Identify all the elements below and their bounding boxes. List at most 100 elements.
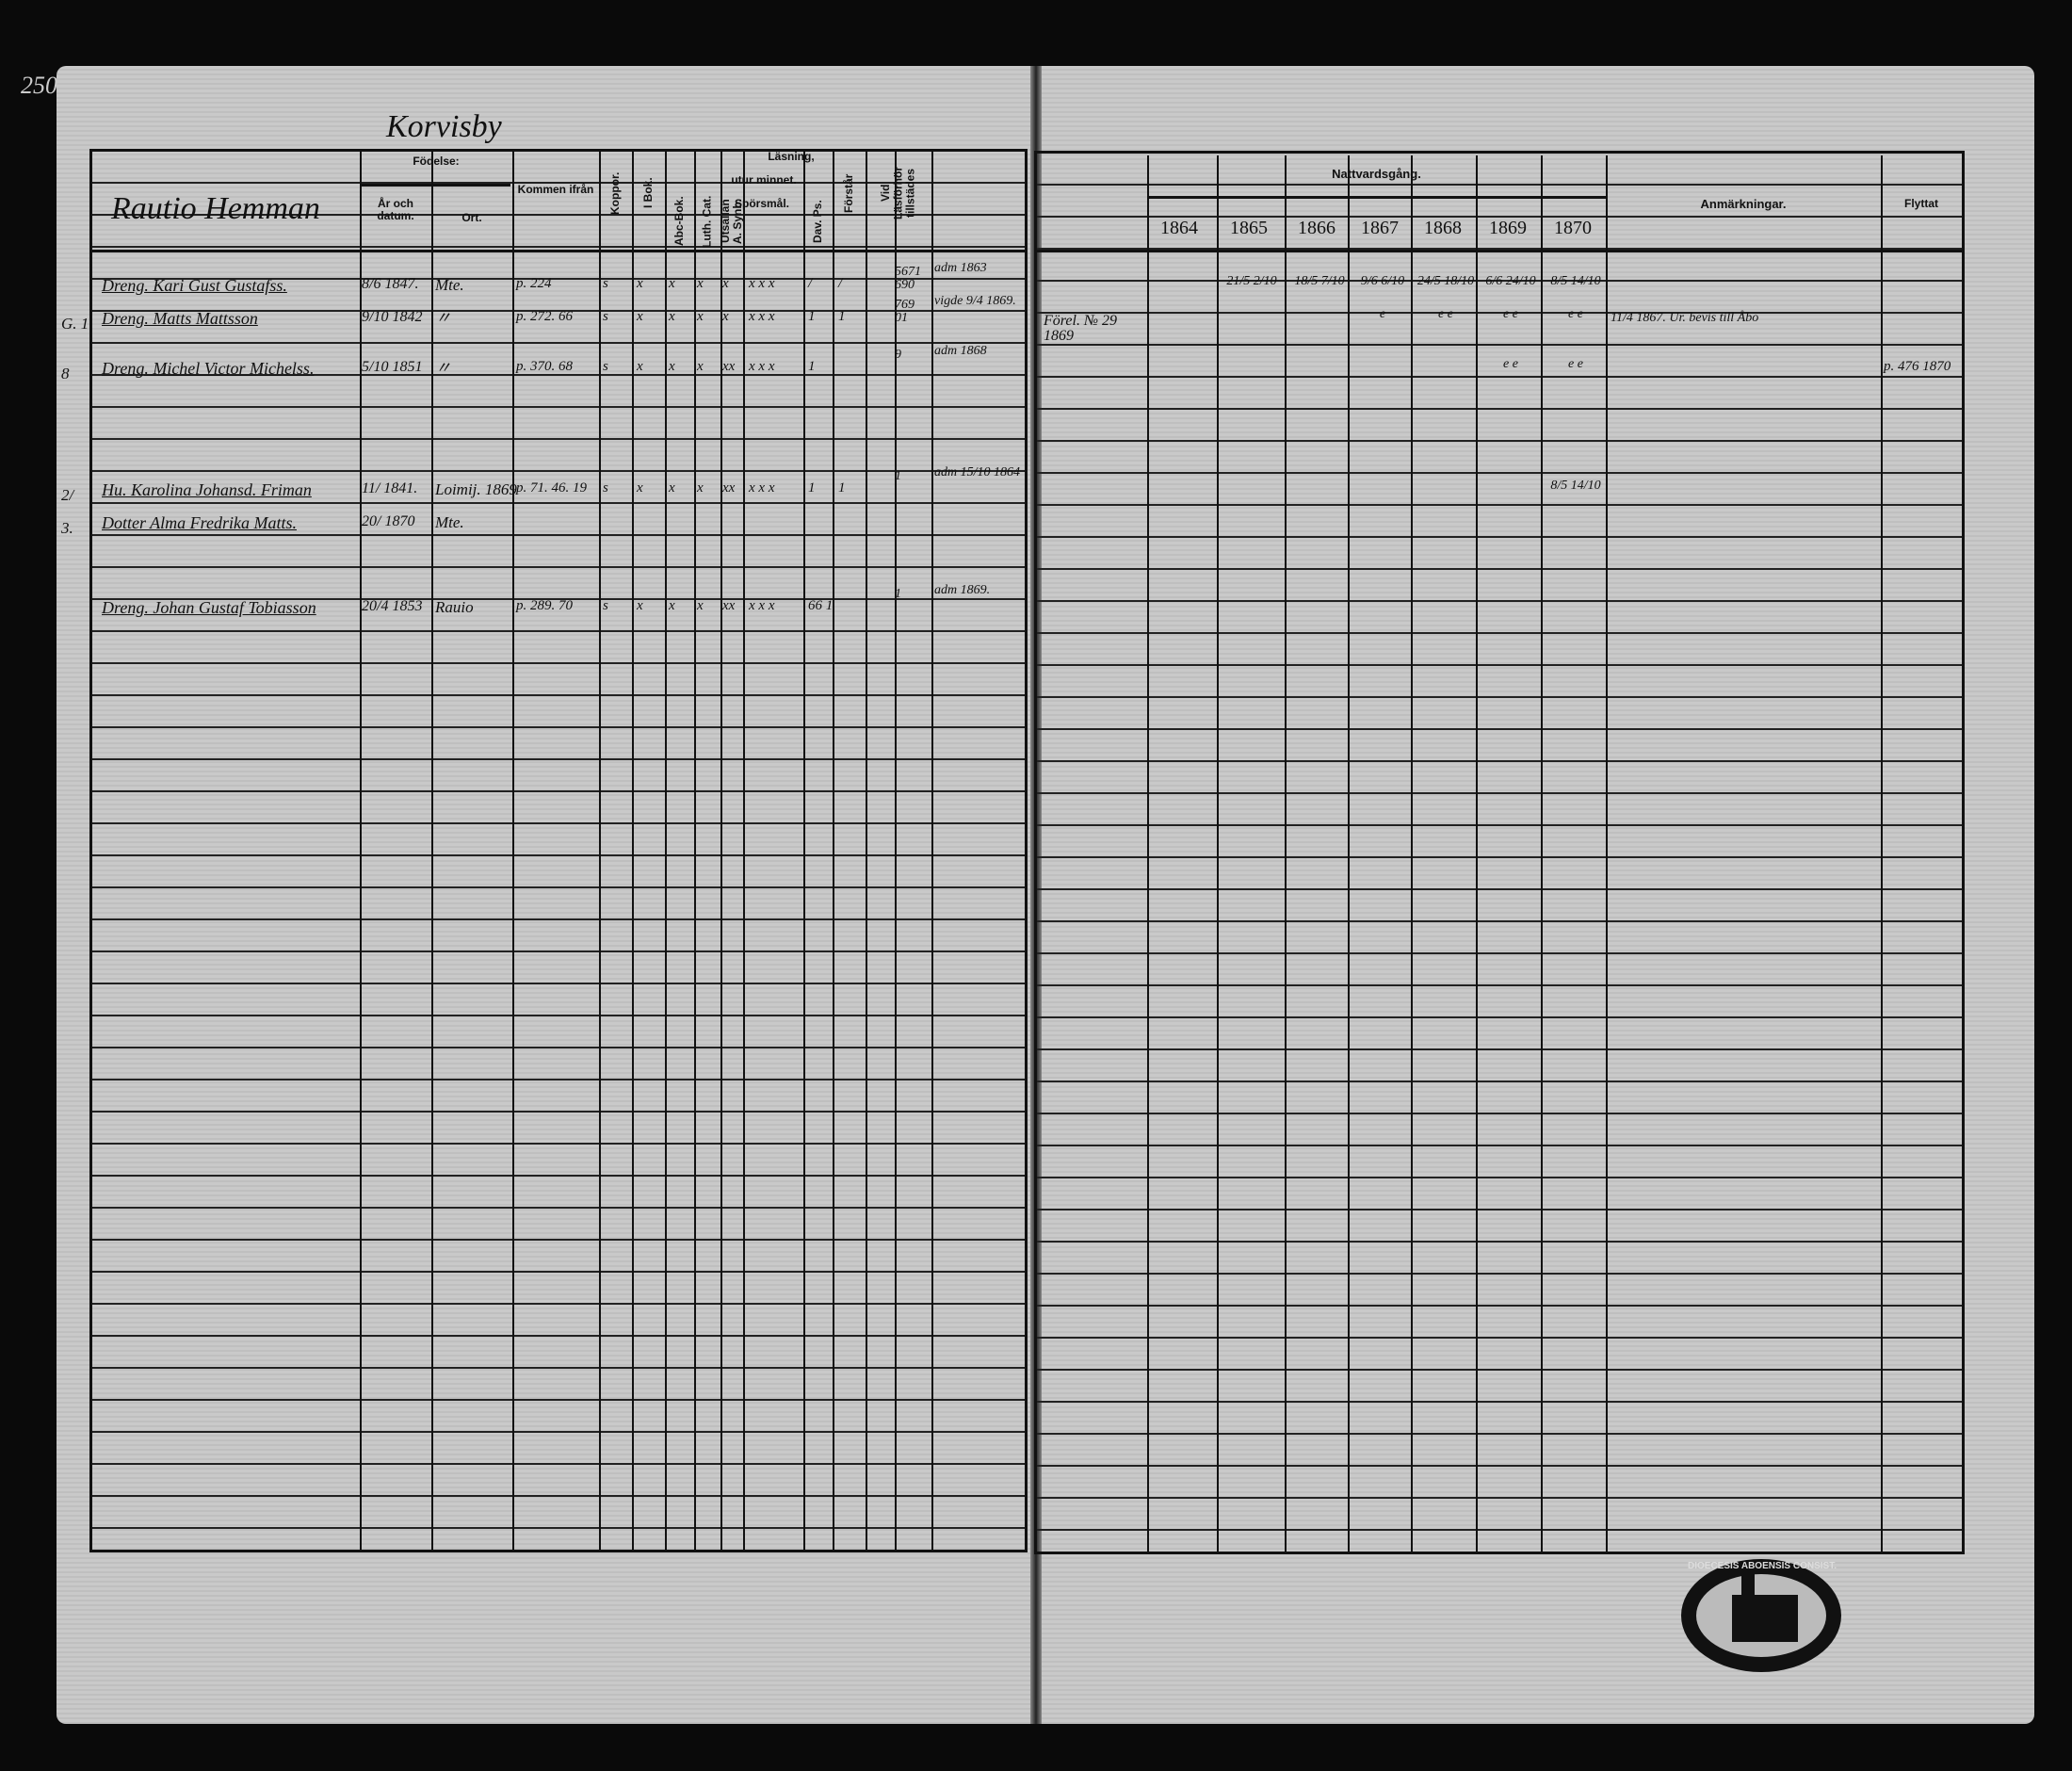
village-title: Korvisby	[386, 109, 502, 144]
header-utsn-synb: Utsällan A. Synb.	[718, 199, 744, 245]
came-from: p. 224	[516, 276, 552, 291]
consistory-seal-stamp: DIOECESIS ABOENSIS CONSIST.	[1681, 1559, 1841, 1672]
birth-date: 8/6 1847.	[362, 276, 419, 292]
year-header: 1870	[1554, 218, 1592, 238]
moved-note: p. 476 1870	[1884, 359, 1951, 374]
communion-date: 8/5 14/10	[1550, 479, 1601, 493]
column-divider	[632, 151, 634, 1552]
header-forstar: Förstår	[841, 173, 855, 213]
remark: 11/4 1867. Ur. bevis till Åbo	[1611, 311, 1759, 325]
communion-date: 18/5 7/10	[1294, 274, 1345, 288]
header-abc-bok: Abc-Bok.	[672, 196, 686, 247]
year-header: 1865	[1230, 218, 1268, 238]
header-i-bok: I Bok.	[640, 177, 655, 209]
entry-note: adm 15/10 1864	[934, 465, 1020, 479]
column-divider	[1881, 155, 1883, 1552]
communion-date: 24/5 18/10	[1416, 274, 1475, 288]
year-header: 1864	[1160, 218, 1198, 238]
reading-mark: x x x	[749, 276, 775, 291]
reading-mark: x	[669, 598, 675, 613]
reading-mark: x	[697, 309, 704, 324]
header-sporsmal: Spörsmål.	[734, 197, 790, 210]
column-divider	[665, 151, 667, 1552]
column-divider	[1147, 155, 1149, 1552]
margin-number: 2/	[61, 486, 74, 504]
communion-date: e e	[1438, 307, 1453, 321]
header-lasning: Läsning,	[768, 150, 815, 163]
reading-mark: /	[808, 276, 813, 291]
came-from: p. 289. 70	[516, 598, 573, 613]
person-name: Hu. Karolina Johansd. Friman	[102, 480, 312, 499]
entry-note: vigde 9/4 1869.	[934, 294, 1016, 308]
reading-mark: x x x	[749, 359, 775, 374]
column-divider	[833, 151, 834, 1552]
communion-date: e e	[1503, 307, 1518, 321]
column-divider	[895, 151, 897, 1552]
birth-place: 〃	[435, 309, 451, 327]
year-header: 1867	[1361, 218, 1399, 238]
reading-mark: x	[722, 276, 729, 291]
reading-mark: x	[697, 276, 704, 291]
header-koppor: Koppor.	[607, 171, 622, 215]
church-tower-icon	[1741, 1574, 1755, 1602]
birth-place: Rauio	[435, 598, 474, 616]
reading-mark: 1	[838, 309, 846, 324]
reading-mark: x	[637, 359, 643, 374]
reading-mark: x	[697, 598, 704, 613]
person-name: Dreng. Michel Victor Michelss.	[102, 359, 315, 378]
header-luth-cat: Luth. Cat.	[700, 195, 714, 248]
attendance-count: 1	[895, 587, 901, 601]
column-divider	[1476, 155, 1478, 1552]
column-divider	[360, 151, 362, 1552]
attendance-count: 9	[895, 348, 901, 362]
reading-mark: /	[838, 276, 843, 291]
column-divider	[694, 151, 696, 1552]
reading-mark: 1	[808, 359, 816, 374]
header-nattvardsgang: Nattvardsgång.	[1332, 167, 1421, 181]
reading-mark: s	[603, 309, 608, 324]
column-divider	[1285, 155, 1287, 1552]
entry-note: adm 1863	[934, 261, 987, 275]
reading-mark: x	[697, 359, 704, 374]
header-kommen-ifran: Kommen ifrån	[517, 183, 594, 196]
nattvard-divider	[1147, 196, 1606, 199]
header-fodelse: Födelse:	[413, 154, 460, 168]
birth-place: Loimij. 1869	[435, 480, 517, 498]
year-header: 1866	[1298, 218, 1335, 238]
column-divider	[1606, 155, 1608, 1552]
reading-mark: x	[637, 480, 643, 496]
attendance-count: 1	[895, 469, 901, 483]
communion-date: e e	[1568, 307, 1583, 321]
communion-date: 21/5 2/10	[1226, 274, 1277, 288]
reading-mark: xx	[722, 359, 736, 374]
reading-mark: x	[669, 359, 675, 374]
year-header: 1869	[1489, 218, 1527, 238]
reading-mark: s	[603, 480, 608, 496]
reading-mark: x	[637, 309, 643, 324]
reading-mark: x x x	[749, 480, 775, 496]
reading-mark: x	[637, 598, 643, 613]
column-divider	[1541, 155, 1543, 1552]
reading-mark: xx	[722, 480, 736, 496]
stamp-text: DIOECESIS ABOENSIS CONSIST.	[1688, 1561, 1837, 1571]
entry-note: adm 1868	[934, 344, 987, 358]
communion-date: 8/5 14/10	[1550, 274, 1601, 288]
communion-date: e e	[1503, 357, 1518, 371]
person-name: Dotter Alma Fredrika Matts.	[102, 513, 297, 532]
birth-place: Mte.	[435, 276, 464, 294]
reading-mark: xx	[722, 598, 736, 613]
church-icon	[1732, 1595, 1798, 1642]
reading-mark: x	[669, 276, 675, 291]
column-divider	[1348, 155, 1350, 1552]
column-divider	[866, 151, 867, 1552]
attendance-count: 769 01	[895, 298, 915, 325]
reading-mark: x	[669, 309, 675, 324]
reading-mark: s	[603, 276, 608, 291]
column-divider	[803, 151, 805, 1552]
fodelse-divider	[362, 184, 510, 187]
header-divider	[89, 250, 1028, 252]
column-divider	[512, 151, 514, 1552]
reading-mark: x x x	[749, 598, 775, 613]
column-divider	[599, 151, 601, 1552]
came-from: p. 272. 66	[516, 309, 573, 324]
